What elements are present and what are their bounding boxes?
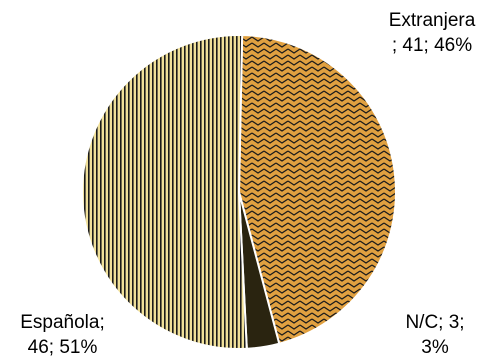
pie-slice-espa-ola	[81, 34, 248, 350]
slice-label-espanola: Española; 46; 51%	[0, 310, 125, 360]
slice-label-nc-line2: 3%	[421, 337, 449, 358]
slice-label-extranjera-line1: Extranjera	[388, 10, 476, 31]
slice-label-nc-line1: N/C; 3;	[405, 312, 465, 333]
slice-label-extranjera: Extranjera ; 41; 46%	[368, 8, 496, 58]
pie-slices	[81, 34, 397, 350]
slice-label-espanola-line2: 46; 51%	[27, 337, 98, 358]
pie-slice-extranjera	[237, 34, 397, 345]
slice-label-nc: N/C; 3; 3%	[390, 310, 480, 360]
slice-label-espanola-line1: Española;	[20, 312, 105, 333]
slice-label-extranjera-line2: ; 41; 46%	[391, 35, 473, 56]
